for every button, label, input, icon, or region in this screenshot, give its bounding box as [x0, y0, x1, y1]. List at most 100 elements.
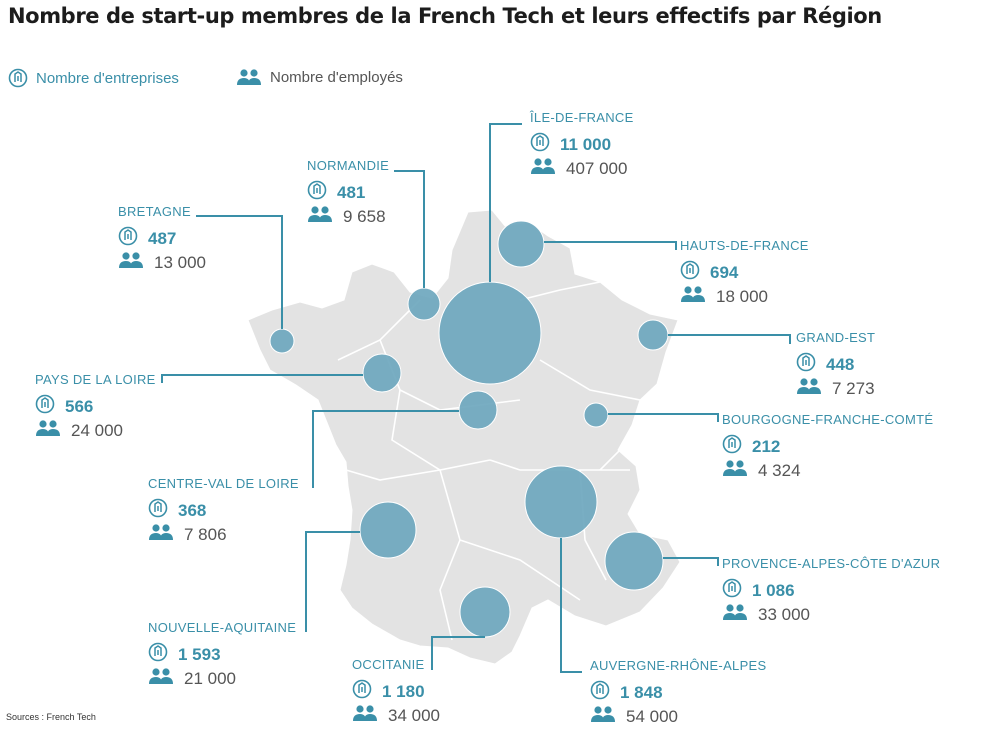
region-employees-row-occ: 34 000 — [352, 704, 440, 727]
region-employees-row-bret: 13 000 — [118, 251, 206, 274]
region-name-ara: AUVERGNE-RHÔNE-ALPES — [590, 658, 767, 673]
legend-employees-label: Nombre d'employés — [270, 68, 403, 86]
region-companies-value: 368 — [178, 500, 207, 520]
region-companies-value: 212 — [752, 436, 781, 456]
region-name-bfc: BOURGOGNE-FRANCHE-COMTÉ — [722, 412, 934, 427]
region-companies-row-ara: 1 848 — [590, 680, 663, 705]
legend-companies: Nombre d'entreprises — [8, 68, 179, 88]
region-employees-value: 21 000 — [184, 668, 236, 688]
region-employees-value: 407 000 — [566, 158, 628, 178]
region-companies-row-hdf: 694 — [680, 260, 738, 285]
region-companies-value: 487 — [148, 228, 177, 248]
region-employees-value: 54 000 — [626, 706, 678, 726]
rocket-badge-icon — [530, 132, 550, 157]
people-icon — [148, 667, 174, 690]
people-icon — [796, 377, 822, 400]
region-companies-value: 481 — [337, 182, 366, 202]
legend-employees: Nombre d'employés — [236, 68, 403, 86]
region-employees-row-bfc: 4 324 — [722, 459, 801, 482]
rocket-badge-icon — [722, 578, 742, 603]
region-employees-row-ara: 54 000 — [590, 705, 678, 728]
people-icon — [237, 69, 261, 85]
region-companies-row-occ: 1 180 — [352, 679, 425, 704]
people-icon — [590, 705, 616, 728]
bubble-pays-de-la-loire — [362, 353, 402, 393]
bubble-occitanie — [459, 586, 511, 638]
region-companies-row-bret: 487 — [118, 226, 176, 251]
bubble-hauts-de-france — [497, 220, 545, 268]
bubble-ile-de-france — [438, 281, 542, 385]
region-employees-row-cvl: 7 806 — [148, 523, 227, 546]
region-companies-row-na: 1 593 — [148, 642, 221, 667]
region-companies-value: 448 — [826, 354, 855, 374]
people-icon — [722, 603, 748, 626]
region-companies-value: 1 593 — [178, 644, 221, 664]
region-employees-row-ge: 7 273 — [796, 377, 875, 400]
region-name-hdf: HAUTS-DE-FRANCE — [680, 238, 809, 253]
region-name-norm: NORMANDIE — [307, 158, 390, 173]
people-icon — [118, 251, 144, 274]
region-employees-value: 7 273 — [832, 378, 875, 398]
region-employees-value: 34 000 — [388, 705, 440, 725]
region-employees-value: 13 000 — [154, 252, 206, 272]
france-land-shape — [247, 209, 681, 665]
region-companies-row-norm: 481 — [307, 180, 365, 205]
region-employees-row-hdf: 18 000 — [680, 285, 768, 308]
bubble-provence-alpes-cote-dazur — [604, 531, 664, 591]
rocket-badge-icon — [590, 680, 610, 705]
rocket-badge-icon — [148, 642, 168, 667]
bubble-grand-est — [637, 319, 669, 351]
region-companies-row-ge: 448 — [796, 352, 854, 377]
leader-lines — [161, 123, 791, 673]
region-companies-row-idf: 11 000 — [530, 132, 611, 157]
people-icon — [307, 205, 333, 228]
legend-companies-label: Nombre d'entreprises — [36, 69, 179, 87]
region-companies-value: 694 — [710, 262, 739, 282]
region-employees-value: 9 658 — [343, 206, 386, 226]
region-companies-value: 11 000 — [560, 134, 612, 154]
map-title: Nombre de start-up membres de la French … — [8, 4, 882, 28]
people-icon — [35, 419, 61, 442]
bubble-auvergne-rhone-alpes — [524, 465, 598, 539]
rocket-badge-icon — [352, 679, 372, 704]
region-employees-value: 7 806 — [184, 524, 227, 544]
bubble-nouvelle-aquitaine — [359, 501, 417, 559]
region-companies-value: 1 086 — [752, 580, 795, 600]
region-name-bret: BRETAGNE — [118, 204, 191, 219]
region-employees-value: 33 000 — [758, 604, 810, 624]
bubble-bretagne — [269, 328, 295, 354]
region-employees-row-norm: 9 658 — [307, 205, 386, 228]
region-companies-value: 1 180 — [382, 681, 425, 701]
region-companies-row-pdl: 566 — [35, 394, 93, 419]
region-name-paca: PROVENCE-ALPES-CÔTE D'AZUR — [722, 556, 941, 571]
region-employees-value: 24 000 — [71, 420, 123, 440]
people-icon — [680, 285, 706, 308]
rocket-badge-icon — [722, 434, 742, 459]
map-bubbles — [269, 220, 669, 638]
region-companies-value: 566 — [65, 396, 94, 416]
region-employees-row-paca: 33 000 — [722, 603, 810, 626]
source-note: Sources : French Tech — [6, 712, 96, 722]
rocket-badge-icon — [148, 498, 168, 523]
rocket-badge-icon — [796, 352, 816, 377]
people-icon — [148, 523, 174, 546]
rocket-badge-icon — [307, 180, 327, 205]
region-companies-row-cvl: 368 — [148, 498, 206, 523]
region-employees-row-na: 21 000 — [148, 667, 236, 690]
region-employees-row-pdl: 24 000 — [35, 419, 123, 442]
region-name-idf: ÎLE-DE-FRANCE — [530, 110, 634, 125]
bubble-centre-val-de-loire — [458, 390, 498, 430]
region-employees-value: 18 000 — [716, 286, 768, 306]
people-icon — [722, 459, 748, 482]
rocket-badge-icon — [118, 226, 138, 251]
bubble-normandie — [407, 287, 441, 321]
people-icon — [352, 704, 378, 727]
people-icon — [530, 157, 556, 180]
rocket-badge-icon — [35, 394, 55, 419]
rocket-badge-icon — [680, 260, 700, 285]
region-name-pdl: PAYS DE LA LOIRE — [35, 372, 156, 387]
bubble-bourgogne-franche-comte — [583, 402, 609, 428]
region-name-cvl: CENTRE-VAL DE LOIRE — [148, 476, 299, 491]
region-name-ge: GRAND-EST — [796, 330, 876, 345]
